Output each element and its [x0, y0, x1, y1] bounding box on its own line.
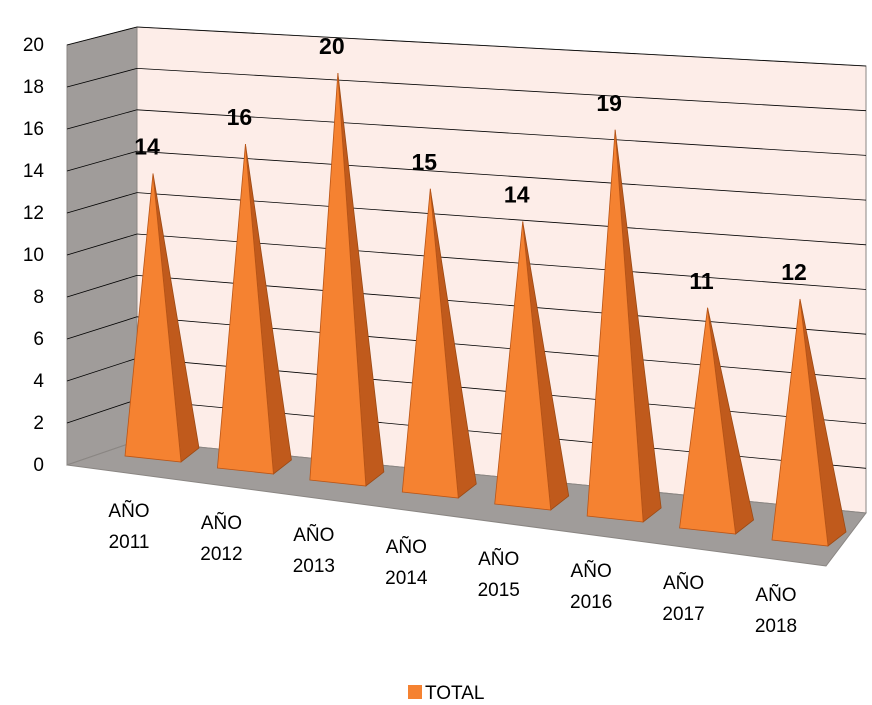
- legend: TOTAL: [408, 683, 484, 704]
- gridline: [136, 68, 867, 112]
- y-tick-label: 8: [33, 287, 44, 308]
- x-tick-label: AÑO 2015: [478, 548, 520, 601]
- x-tick-label-word: AÑO: [755, 584, 796, 606]
- x-axis-ticks: AÑO 2011 AÑO 2012 AÑO 2013 AÑO 2014 AÑO 2015 AÑO 20…: [108, 500, 797, 637]
- gridline: [136, 150, 867, 201]
- pyramid-bar: [494, 221, 552, 511]
- x-tick-label-year: 2017: [662, 604, 704, 625]
- x-tick-label-word: AÑO: [108, 500, 149, 522]
- gridline-side: [66, 233, 138, 256]
- x-tick-label-word: AÑO: [663, 572, 704, 594]
- gridline-side: [66, 26, 138, 46]
- x-tick-label-year: 2014: [385, 568, 428, 589]
- x-tick-label-year: 2015: [478, 580, 520, 601]
- x-tick-label: AÑO 2016: [570, 560, 612, 613]
- y-axis-ticks: 0 2 4 6 8 10 12 14 16 18 20: [23, 35, 45, 476]
- y-tick-label: 20: [23, 35, 44, 56]
- x-tick-label-word: AÑO: [201, 512, 242, 534]
- gridline-side: [66, 357, 138, 382]
- gridline: [136, 192, 867, 246]
- data-labels: 14 16 20 15 14 19 11 12: [134, 33, 807, 294]
- y-tick-label: 16: [23, 119, 44, 140]
- legend-swatch-total: [408, 685, 422, 699]
- pyramid-bar: [586, 129, 644, 523]
- data-label: 16: [227, 104, 253, 130]
- gridline-side: [66, 68, 138, 88]
- x-tick-label-year: 2016: [570, 592, 612, 613]
- x-tick-label: AÑO 2018: [755, 584, 797, 637]
- gridline: [136, 26, 867, 67]
- y-tick-label: 2: [33, 413, 44, 434]
- gridline-side: [66, 316, 138, 340]
- data-label: 19: [596, 90, 622, 116]
- data-label: 15: [411, 149, 437, 175]
- data-label: 14: [134, 134, 160, 160]
- x-tick-label: AÑO 2011: [108, 500, 149, 553]
- x-tick-label-year: 2013: [293, 556, 335, 577]
- y-tick-label: 12: [23, 203, 44, 224]
- x-tick-label-word: AÑO: [293, 524, 334, 546]
- gridline-side: [66, 399, 138, 424]
- x-tick-label: AÑO 2012: [200, 512, 242, 565]
- x-tick-label-year: 2011: [109, 532, 150, 553]
- data-label: 14: [504, 182, 530, 208]
- x-tick-label-year: 2012: [200, 544, 242, 565]
- pyramid-bar: [124, 173, 182, 463]
- gridline-side: [66, 150, 138, 172]
- x-tick-label-year: 2018: [755, 616, 797, 637]
- chart-side-wall: [66, 26, 138, 466]
- gridline: [136, 109, 867, 156]
- pyramid-bar: [771, 298, 829, 547]
- pyramid-bar: [216, 143, 274, 475]
- x-tick-label-word: AÑO: [386, 536, 427, 558]
- x-tick-label: AÑO 2014: [385, 536, 428, 589]
- data-label: 12: [781, 259, 807, 285]
- gridline-side: [66, 109, 138, 130]
- pyramid-bar: [309, 72, 367, 487]
- y-tick-label: 0: [33, 455, 44, 476]
- gridline-side: [66, 275, 138, 298]
- x-tick-label-word: AÑO: [478, 548, 519, 570]
- y-tick-label: 10: [23, 245, 44, 266]
- x-tick-label-word: AÑO: [571, 560, 612, 582]
- data-label: 20: [319, 33, 345, 59]
- y-tick-label: 4: [33, 371, 44, 392]
- gridline-side: [66, 192, 138, 214]
- y-tick-label: 6: [33, 329, 44, 350]
- y-tick-label: 14: [23, 161, 45, 182]
- pyramid-bar: [401, 188, 459, 499]
- data-label: 11: [689, 268, 714, 294]
- pyramid-bar: [679, 307, 737, 535]
- x-tick-label: AÑO 2017: [662, 572, 704, 625]
- legend-label-total: TOTAL: [425, 683, 484, 704]
- pyramid-series: [124, 72, 847, 547]
- x-tick-label: AÑO 2013: [293, 524, 335, 577]
- y-tick-label: 18: [23, 77, 44, 98]
